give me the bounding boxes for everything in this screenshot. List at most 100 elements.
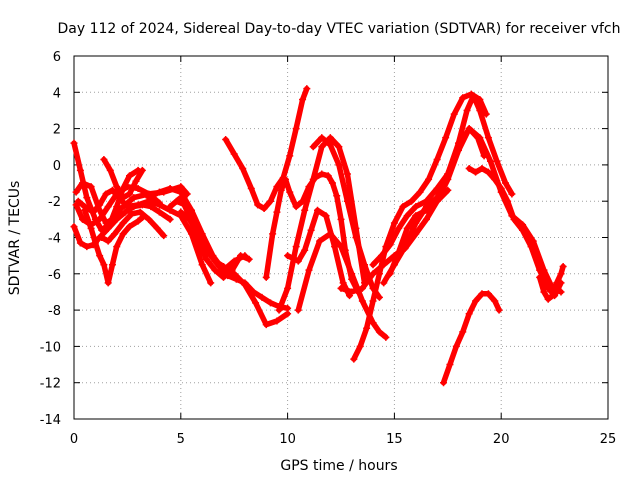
data-point bbox=[145, 194, 153, 202]
data-point bbox=[121, 208, 129, 216]
series-trace-10 bbox=[166, 194, 253, 281]
x-tick-label: 20 bbox=[493, 432, 510, 447]
data-point bbox=[301, 206, 309, 214]
y-tick-label: -10 bbox=[40, 340, 61, 355]
data-point bbox=[378, 252, 386, 260]
series-band bbox=[295, 231, 389, 341]
data-point bbox=[309, 143, 317, 151]
series-trace-12 bbox=[177, 208, 292, 329]
data-point bbox=[399, 203, 407, 211]
data-point bbox=[348, 270, 356, 278]
data-point bbox=[252, 299, 260, 307]
data-point bbox=[504, 197, 512, 205]
series-trace-26 bbox=[440, 290, 503, 387]
data-point bbox=[444, 186, 452, 194]
data-point bbox=[324, 172, 332, 180]
data-point bbox=[128, 210, 136, 218]
data-point bbox=[119, 230, 127, 238]
data-point bbox=[465, 125, 473, 133]
data-point bbox=[119, 219, 127, 227]
data-point bbox=[380, 279, 388, 287]
data-point bbox=[318, 143, 326, 151]
data-point bbox=[472, 168, 480, 176]
series-band bbox=[146, 185, 248, 273]
data-point bbox=[100, 155, 108, 163]
data-point bbox=[339, 279, 347, 287]
data-point bbox=[126, 172, 134, 180]
y-axis-label: SDTVAR / TECUs bbox=[7, 181, 23, 296]
data-point bbox=[465, 165, 473, 173]
y-tick-label: -8 bbox=[48, 304, 61, 319]
data-point bbox=[484, 168, 492, 176]
data-point bbox=[134, 217, 142, 225]
data-point bbox=[273, 208, 281, 216]
data-point bbox=[422, 215, 430, 223]
data-point bbox=[267, 197, 275, 205]
data-point bbox=[440, 379, 448, 387]
data-point bbox=[123, 203, 131, 211]
data-point bbox=[166, 215, 174, 223]
data-point bbox=[536, 266, 544, 274]
data-point bbox=[111, 230, 119, 238]
data-point bbox=[463, 106, 471, 114]
data-point bbox=[230, 270, 238, 278]
data-point bbox=[79, 215, 87, 223]
data-point bbox=[382, 333, 390, 341]
data-point bbox=[299, 96, 307, 104]
data-point bbox=[76, 239, 84, 247]
data-point bbox=[540, 288, 548, 296]
data-point bbox=[155, 201, 163, 209]
data-point bbox=[491, 175, 499, 183]
series-trace-23 bbox=[386, 186, 452, 278]
axis-ticks: 0 5 10 15 20 25 -14 -12 -10 -8 -6 -4 -2 0 2 4 6 bbox=[40, 50, 617, 447]
data-point bbox=[104, 237, 112, 245]
data-point bbox=[262, 321, 270, 329]
data-point bbox=[284, 310, 292, 318]
data-point bbox=[472, 297, 480, 305]
data-point bbox=[375, 270, 383, 278]
data-point bbox=[303, 85, 311, 93]
data-point bbox=[222, 135, 230, 143]
data-point bbox=[390, 219, 398, 227]
data-point bbox=[155, 208, 163, 216]
data-point bbox=[273, 317, 281, 325]
data-point bbox=[482, 110, 490, 118]
data-point bbox=[126, 223, 134, 231]
y-tick-label: 2 bbox=[53, 123, 61, 138]
data-point bbox=[239, 165, 247, 173]
data-point bbox=[403, 212, 411, 220]
data-point bbox=[70, 223, 78, 231]
data-point bbox=[307, 226, 315, 234]
data-point bbox=[173, 197, 181, 205]
data-point bbox=[510, 215, 518, 223]
data-point bbox=[126, 190, 134, 198]
data-point bbox=[553, 279, 561, 287]
data-point bbox=[79, 179, 87, 187]
data-point bbox=[72, 188, 80, 196]
series-trace-24 bbox=[465, 165, 565, 300]
data-point bbox=[352, 234, 360, 241]
data-point bbox=[74, 197, 82, 205]
data-point bbox=[301, 246, 309, 254]
data-point bbox=[113, 243, 121, 251]
data-point bbox=[119, 194, 127, 202]
data-point bbox=[536, 273, 544, 281]
data-point bbox=[314, 206, 322, 214]
data-point bbox=[181, 201, 189, 209]
data-point bbox=[459, 94, 467, 102]
data-point bbox=[335, 143, 343, 151]
data-point bbox=[177, 208, 185, 216]
data-point bbox=[337, 215, 345, 223]
data-point bbox=[220, 263, 228, 271]
y-tick-label: -4 bbox=[48, 232, 61, 247]
data-point bbox=[395, 224, 403, 232]
data-point bbox=[375, 293, 383, 301]
x-tick-label: 15 bbox=[386, 432, 403, 447]
data-point bbox=[138, 166, 146, 174]
data-point bbox=[286, 152, 294, 160]
data-point bbox=[484, 290, 492, 298]
data-point bbox=[98, 234, 106, 241]
data-point bbox=[292, 125, 300, 133]
data-point bbox=[286, 188, 294, 196]
